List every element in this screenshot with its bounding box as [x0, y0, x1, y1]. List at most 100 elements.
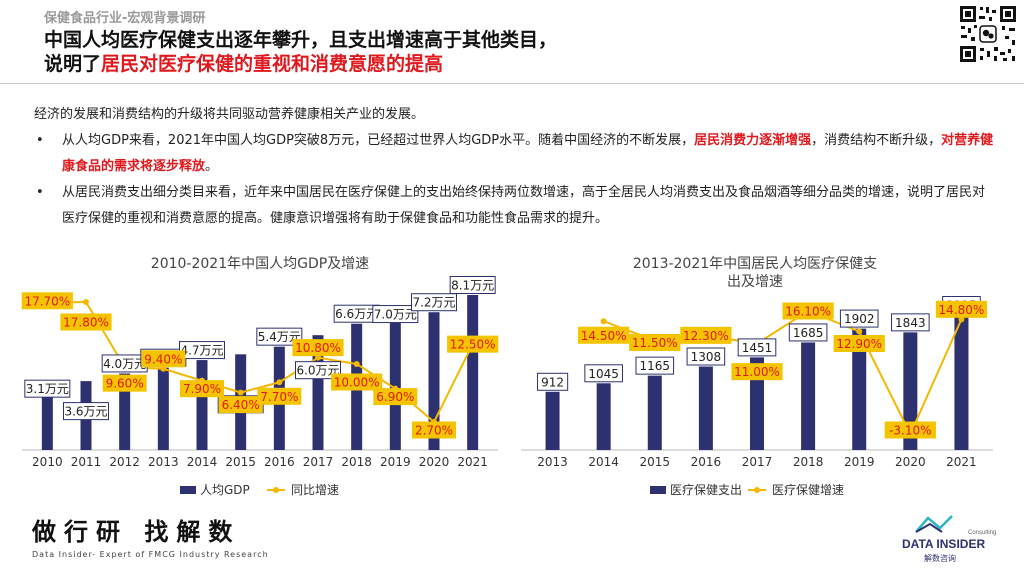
bar-value-label: 912 [541, 375, 564, 389]
qr-code-icon [958, 4, 1018, 64]
bar-value-label-bg [24, 379, 71, 398]
bar [312, 335, 324, 450]
gdp-chart: 2010-2021年中国人均GDP及增速3.1万元3.6万元4.0万元4.3万元… [21, 256, 499, 497]
growth-value-label: 11.00% [734, 365, 780, 379]
growth-value-label-bg [412, 421, 456, 439]
growth-value-label-bg [218, 396, 263, 414]
x-tick-label: 2010 [32, 455, 63, 469]
chart-title-line2: 出及增速 [727, 274, 783, 290]
bar [647, 375, 662, 450]
growth-value-label: 9.60% [106, 377, 144, 391]
bar [801, 342, 816, 450]
growth-value-label: 6.40% [222, 398, 260, 412]
growth-value-label: 12.90% [836, 337, 882, 351]
growth-point [276, 379, 283, 386]
brand-slogan: 做行研 找解数 [32, 518, 241, 546]
bar-value-label: 4.0万元 [103, 357, 146, 371]
header-divider [0, 83, 1024, 84]
growth-value-label-bg [21, 292, 73, 310]
x-tick-label: 2014 [187, 455, 218, 469]
growth-value-label-bg [731, 363, 783, 381]
bullet-gdp-text-b: ，消费结构不断升级， [811, 133, 942, 148]
chart-title: 2010-2021年中国人均GDP及增速 [151, 256, 369, 272]
x-tick-label: 2021 [946, 455, 977, 469]
bar [41, 390, 53, 450]
x-tick-label: 2015 [225, 455, 256, 469]
bar-value-label: 6.0万元 [296, 364, 339, 378]
x-tick-label: 2014 [588, 455, 619, 469]
x-tick-label: 2018 [793, 455, 824, 469]
growth-value-label: 16.10% [785, 305, 831, 319]
bar-value-label-bg [635, 356, 675, 375]
logo-consulting: Consulting [968, 530, 996, 536]
bullet-gdp: • 从人均GDP来看，2021年中国人均GDP突破8万元，已经超过世界人均GDP… [34, 128, 994, 180]
legend-bar-swatch [180, 486, 196, 494]
growth-point [353, 360, 360, 367]
highlight-health-demand: 对营养健康食品的需求将逐步释放 [62, 133, 994, 174]
growth-value-label-bg [680, 326, 732, 344]
growth-value-label: 14.50% [581, 329, 627, 343]
bar-value-label: 1902 [844, 312, 875, 326]
growth-value-label-bg [935, 300, 988, 318]
x-tick-label: 2017 [303, 455, 334, 469]
growth-value-label-bg [331, 373, 383, 391]
legend-bar-label: 医疗保健支出 [670, 483, 742, 497]
bar-value-label: 1451 [742, 341, 773, 355]
x-tick-label: 2013 [148, 455, 179, 469]
bar-value-label-bg [536, 372, 569, 391]
body-text: 经济的发展和消费结构的升级将共同驱动营养健康相关产业的发展。 • 从人均GDP来… [34, 102, 994, 232]
bar [428, 312, 440, 450]
bar-value-label: 6.6万元 [335, 307, 378, 321]
growth-point [160, 365, 167, 372]
x-tick-label: 2016 [691, 455, 722, 469]
growth-point [237, 389, 244, 396]
growth-value-label-bg [257, 387, 302, 405]
bar [196, 360, 208, 450]
brand-subtitle: Data Insider- Expert of FMCG Industry Re… [32, 550, 269, 559]
title-highlight: 居民对医疗保健的重视和消费意愿的提高 [101, 53, 444, 75]
x-tick-label: 2020 [419, 455, 450, 469]
x-tick-label: 2011 [71, 455, 102, 469]
bar-value-label: 7.0万元 [374, 308, 417, 322]
title-prefix: 说明了 [44, 53, 102, 75]
logo-cn: 解数咨询 [924, 553, 956, 563]
growth-value-label: -3.10% [889, 424, 931, 438]
bar-value-label-bg [686, 347, 726, 366]
section-tag: 保健食品行业-宏观背景调研 [44, 11, 206, 26]
bar [157, 367, 169, 450]
growth-value-label-bg [141, 350, 186, 368]
growth-value-label: 17.70% [24, 294, 70, 308]
legend-line-marker [754, 487, 760, 493]
x-tick-label: 2019 [380, 455, 411, 469]
growth-value-label: 2.70% [415, 424, 453, 438]
x-tick-label: 2017 [742, 455, 773, 469]
page-title: 中国人均医疗保健支出逐年攀升，且支出增速高于其他类目， 说明了居民对医疗保健的重… [44, 28, 804, 76]
bar [852, 328, 867, 450]
highlight-consumption-power: 居民消费力逐渐增强 [694, 133, 812, 148]
title-line-1: 中国人均医疗保健支出逐年攀升，且支出增速高于其他类目， [44, 29, 558, 51]
bar [467, 295, 479, 450]
data-insider-logo: Consulting DATA INSIDER 解数咨询 [902, 515, 996, 563]
bar-value-label-bg [372, 305, 419, 324]
bar-value-label: 4.7万元 [180, 344, 223, 358]
bullet-gdp-text-c: 。 [205, 159, 219, 174]
intro-paragraph: 经济的发展和消费结构的升级将共同驱动营养健康相关产业的发展。 [34, 107, 425, 122]
bar-value-label: 8.1万元 [451, 279, 494, 293]
growth-value-label-bg [373, 388, 418, 406]
growth-point [315, 354, 321, 361]
x-tick-label: 2018 [341, 455, 372, 469]
x-tick-label: 2020 [895, 455, 926, 469]
bar-value-label: 1165 [640, 359, 671, 373]
growth-value-label: 6.90% [376, 390, 414, 404]
growth-value-label-bg [833, 335, 885, 352]
bar-value-label-bg [63, 402, 109, 421]
growth-value-label: 10.80% [295, 341, 341, 355]
growth-value-label-bg [180, 380, 224, 398]
bar-value-label-bg [737, 338, 777, 357]
chart-title: 2013-2021年中国居民人均医疗保健支 [633, 256, 877, 272]
bar-value-label-bg [179, 341, 225, 360]
growth-value-label: 11.50% [632, 336, 678, 350]
x-tick-label: 2016 [264, 455, 295, 469]
x-tick-label: 2015 [640, 455, 671, 469]
